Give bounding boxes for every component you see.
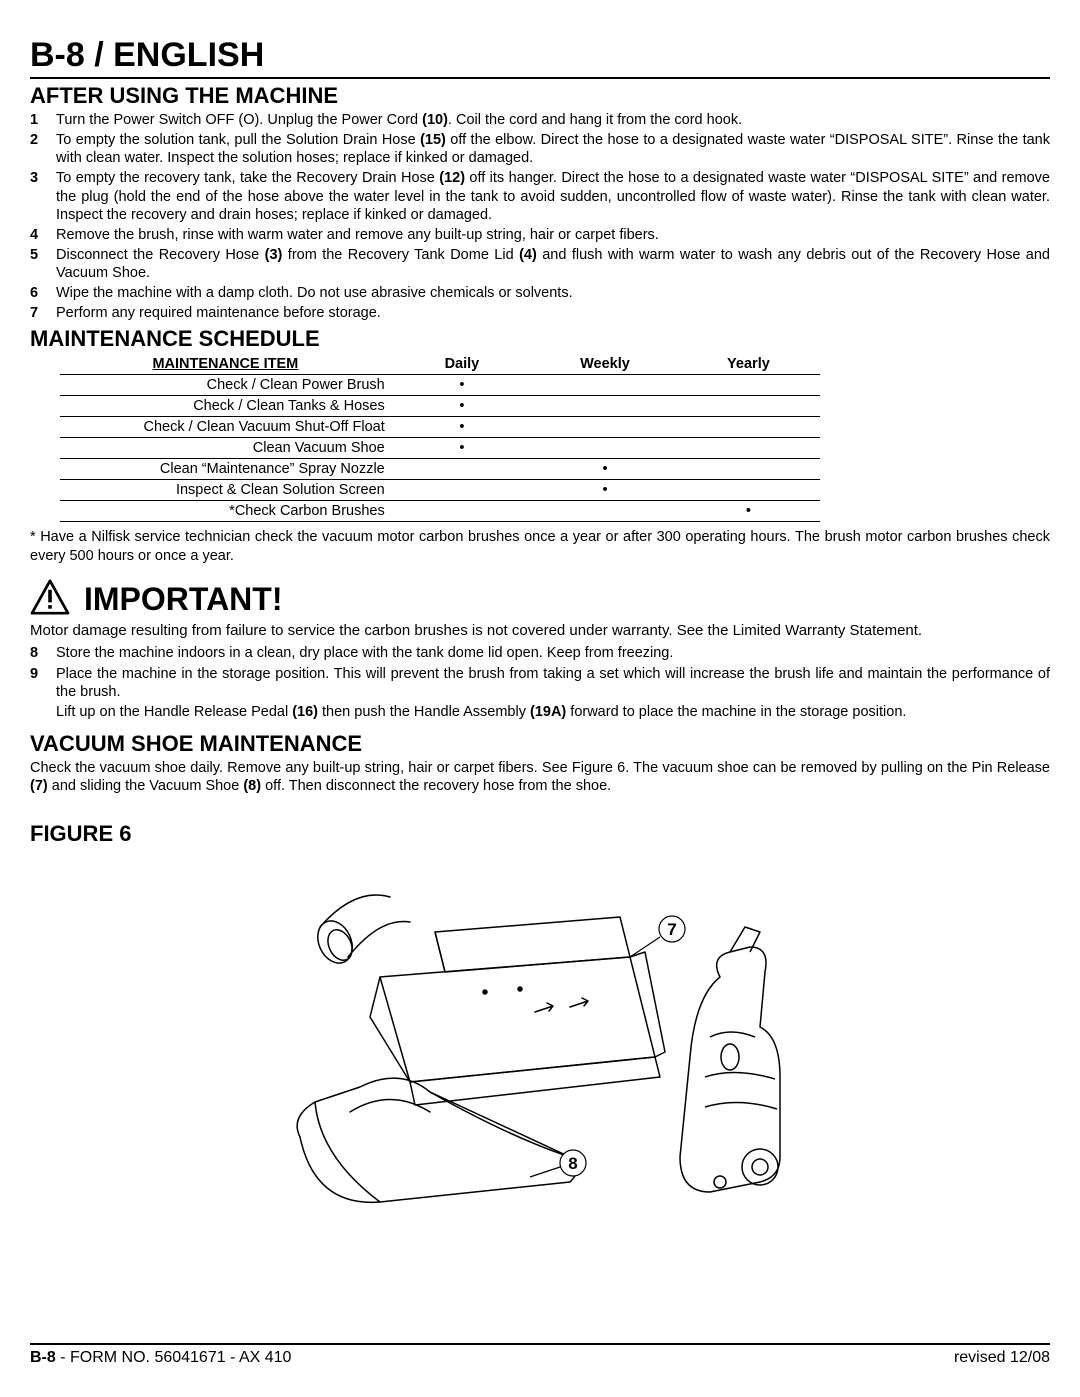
col-item: MAINTENANCE ITEM <box>60 354 391 375</box>
footer-left: B-8 - FORM NO. 56041671 - AX 410 <box>30 1349 291 1367</box>
footer-form-no: - FORM NO. 56041671 - AX 410 <box>56 1349 292 1366</box>
important-label: IMPORTANT! <box>84 581 282 618</box>
page-title: B-8 / ENGLISH <box>30 36 1050 79</box>
after-using-steps: 1Turn the Power Switch OFF (O). Unplug t… <box>30 111 1050 322</box>
vacuum-shoe-para: Check the vacuum shoe daily. Remove any … <box>30 759 1050 795</box>
important-para: Motor damage resulting from failure to s… <box>30 622 1050 641</box>
table-row: Check / Clean Power Brush• <box>60 375 820 396</box>
step-item: 4Remove the brush, rinse with warm water… <box>30 226 1050 244</box>
callout-7: 7 <box>667 920 676 939</box>
figure-heading: FIGURE 6 <box>30 821 1050 847</box>
maintenance-table: MAINTENANCE ITEM Daily Weekly Yearly Che… <box>60 354 820 522</box>
step-item: 9Place the machine in the storage positi… <box>30 665 1050 701</box>
maintenance-footnote: * Have a Nilfisk service technician chec… <box>30 528 1050 564</box>
col-daily: Daily <box>391 354 533 375</box>
step-item: 1Turn the Power Switch OFF (O). Unplug t… <box>30 111 1050 129</box>
footer-right: revised 12/08 <box>954 1349 1050 1367</box>
heading-after-using: AFTER USING THE MACHINE <box>30 83 1050 109</box>
footer-page-number: B-8 <box>30 1349 56 1366</box>
step-item: 5Disconnect the Recovery Hose (3) from t… <box>30 246 1050 282</box>
important-steps: 8Store the machine indoors in a clean, d… <box>30 644 1050 700</box>
col-yearly: Yearly <box>677 354 820 375</box>
table-row: Check / Clean Vacuum Shut-Off Float• <box>60 417 820 438</box>
heading-vacuum-shoe: VACUUM SHOE MAINTENANCE <box>30 731 1050 757</box>
page-footer: B-8 - FORM NO. 56041671 - AX 410 revised… <box>30 1343 1050 1367</box>
figure-6: 7 8 <box>30 857 1050 1237</box>
step-item: 8Store the machine indoors in a clean, d… <box>30 644 1050 662</box>
important-row: IMPORTANT! <box>30 579 1050 620</box>
table-row: Clean Vacuum Shoe• <box>60 438 820 459</box>
col-weekly: Weekly <box>533 354 677 375</box>
step-item: 7Perform any required maintenance before… <box>30 304 1050 322</box>
table-row: Clean “Maintenance” Spray Nozzle• <box>60 459 820 480</box>
step-item: 2To empty the solution tank, pull the So… <box>30 131 1050 167</box>
important-tail: Lift up on the Handle Release Pedal (16)… <box>56 703 1050 721</box>
callout-8: 8 <box>568 1154 577 1173</box>
step-item: 6Wipe the machine with a damp cloth. Do … <box>30 284 1050 302</box>
heading-maintenance: MAINTENANCE SCHEDULE <box>30 326 1050 352</box>
warning-icon <box>30 579 70 620</box>
table-row: Check / Clean Tanks & Hoses• <box>60 396 820 417</box>
table-row: Inspect & Clean Solution Screen• <box>60 480 820 501</box>
step-item: 3To empty the recovery tank, take the Re… <box>30 169 1050 223</box>
table-row: *Check Carbon Brushes• <box>60 501 820 522</box>
